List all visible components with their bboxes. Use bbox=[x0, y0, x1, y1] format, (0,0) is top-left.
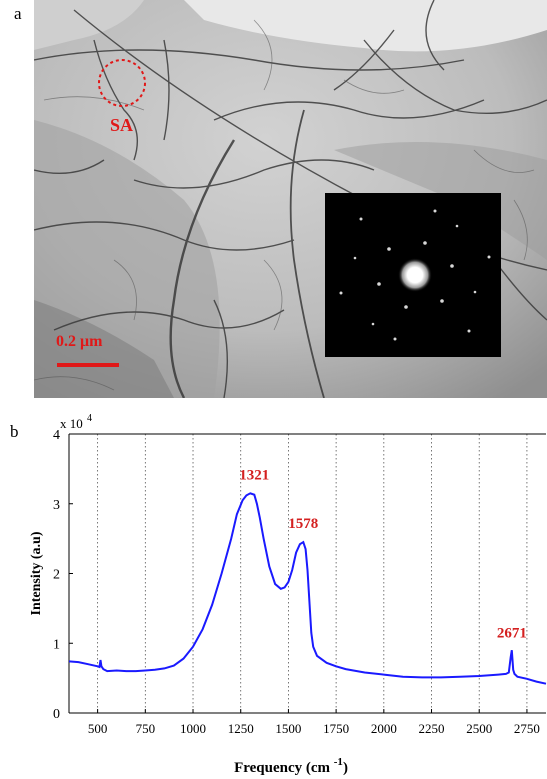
raman-spectrum-chart: 500 750 1000 1250 1500 1750 2000 2250 2500 2750 0… bbox=[29, 413, 547, 776]
y-tick-label: 3 bbox=[53, 498, 60, 513]
diffraction-pattern bbox=[339, 209, 491, 341]
peak-label-2671: 2671 bbox=[497, 626, 527, 642]
x-tick-label: 2250 bbox=[419, 721, 445, 736]
peak-annotations: 1321 1578 2671 bbox=[239, 467, 527, 641]
x-tick-label: 1500 bbox=[275, 721, 301, 736]
selected-area-label: SA bbox=[110, 115, 134, 135]
diffraction-pattern-inset bbox=[325, 193, 501, 357]
diffraction-spots bbox=[339, 209, 491, 341]
selected-area-circle bbox=[98, 59, 146, 107]
y-axis-label: Intensity (a.u) bbox=[29, 531, 44, 615]
x-tick-label: 1000 bbox=[180, 721, 206, 736]
peak-label-1578: 1578 bbox=[288, 516, 318, 532]
x-tick-labels: 500 750 1000 1250 1500 1750 2000 2250 2500 2750 bbox=[88, 721, 540, 736]
y-tick-label: 1 bbox=[53, 637, 60, 652]
spectrum-series-line bbox=[68, 492, 547, 685]
x-tick-label: 750 bbox=[136, 721, 156, 736]
y-tick-label: 2 bbox=[53, 568, 60, 583]
y-tick-label: 4 bbox=[53, 428, 60, 443]
x-tick-label: 1250 bbox=[228, 721, 254, 736]
x-tick-label: 500 bbox=[88, 721, 108, 736]
y-tick-label: 0 bbox=[53, 707, 60, 722]
axes bbox=[68, 433, 546, 714]
panel-b-label: b bbox=[10, 422, 19, 441]
tem-micrograph: SA 0.2 μm bbox=[34, 0, 547, 398]
x-tick-label: 2750 bbox=[514, 721, 540, 736]
panel-a-label: a bbox=[14, 4, 22, 23]
scale-bar-label: 0.2 μm bbox=[56, 333, 103, 350]
x-tick-label: 1750 bbox=[323, 721, 349, 736]
central-beam-spot bbox=[398, 258, 432, 292]
grid-lines bbox=[97, 434, 528, 713]
x-tick-label: 2000 bbox=[371, 721, 397, 736]
scale-bar bbox=[57, 363, 119, 367]
y-tick-labels: 0 1 2 3 4 bbox=[53, 428, 60, 722]
y-multiplier-exponent: 4 bbox=[87, 413, 92, 424]
x-axis-label: Frequency (cm -1) bbox=[234, 756, 348, 776]
y-multiplier-label: x 10 bbox=[60, 416, 83, 431]
x-tick-label: 2500 bbox=[466, 721, 492, 736]
peak-label-1321: 1321 bbox=[239, 467, 269, 483]
